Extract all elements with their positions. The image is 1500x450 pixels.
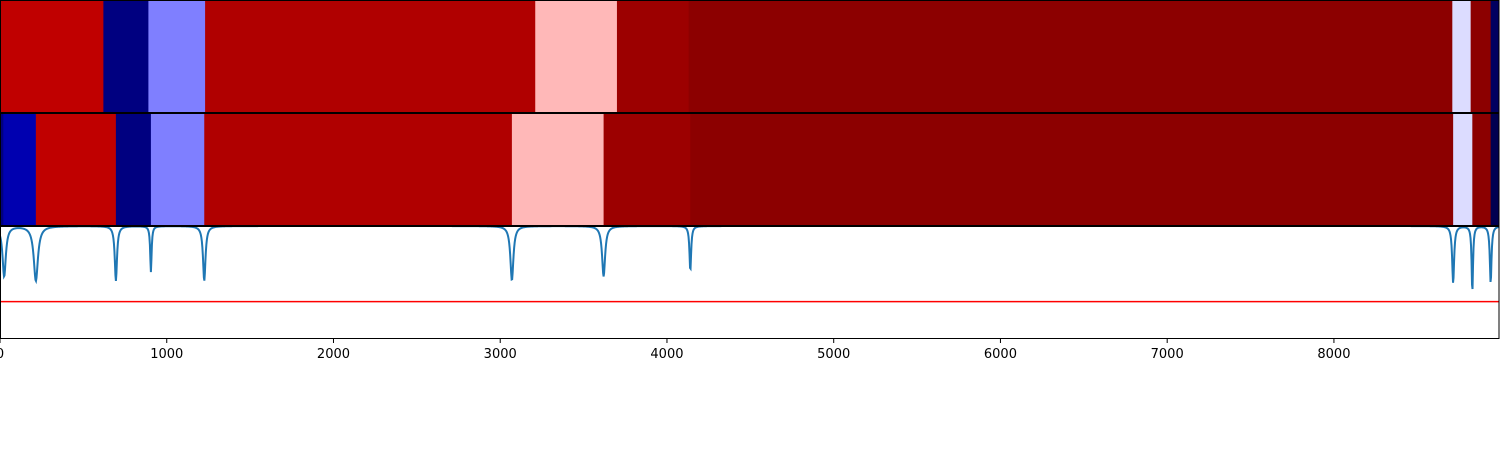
band-segment (1470, 0, 1492, 112)
signal-line (0, 226, 1499, 290)
color-band-bottom (0, 113, 1500, 225)
signal-panel (0, 226, 1499, 303)
band-segment (35, 113, 117, 225)
band-segment (204, 113, 513, 225)
band-segment (690, 113, 1454, 225)
x-tick-label: 4000 (650, 347, 683, 362)
band-segment (535, 0, 618, 112)
color-band-top (0, 0, 1500, 112)
x-tick-label: 2000 (317, 347, 350, 362)
band-segment (148, 0, 206, 112)
band-segment (688, 0, 1453, 112)
band-segment (115, 113, 152, 225)
band-segment (0, 0, 104, 112)
band-segment (1490, 0, 1500, 112)
band-segment (616, 0, 690, 112)
x-tick-label: 0 (0, 347, 4, 362)
x-tick-label: 7000 (1151, 347, 1184, 362)
band-segment (3, 113, 37, 225)
axes-frame (0, 113, 1500, 226)
band-segment (1490, 113, 1500, 225)
x-tick-label: 1000 (150, 347, 183, 362)
x-axis: 0 1000 2000 3000 4000 5000 6000 7000 8000 (0, 338, 1350, 362)
x-tick-label: 8000 (1317, 347, 1350, 362)
x-tick-label: 5000 (817, 347, 850, 362)
band-segment (103, 0, 149, 112)
band-segment (150, 113, 205, 225)
band-segment (511, 113, 605, 225)
band-segment (603, 113, 691, 225)
x-tick-label: 3000 (484, 347, 517, 362)
band-segment (0, 113, 4, 225)
axes-frame (0, 0, 1500, 113)
band-segment (1453, 113, 1473, 225)
band-segment (1452, 0, 1472, 112)
axes-frames (0, 0, 1500, 339)
x-tick-label: 6000 (984, 347, 1017, 362)
axes-frame (0, 226, 1500, 339)
band-segment (205, 0, 536, 112)
band-segment (1472, 113, 1492, 225)
